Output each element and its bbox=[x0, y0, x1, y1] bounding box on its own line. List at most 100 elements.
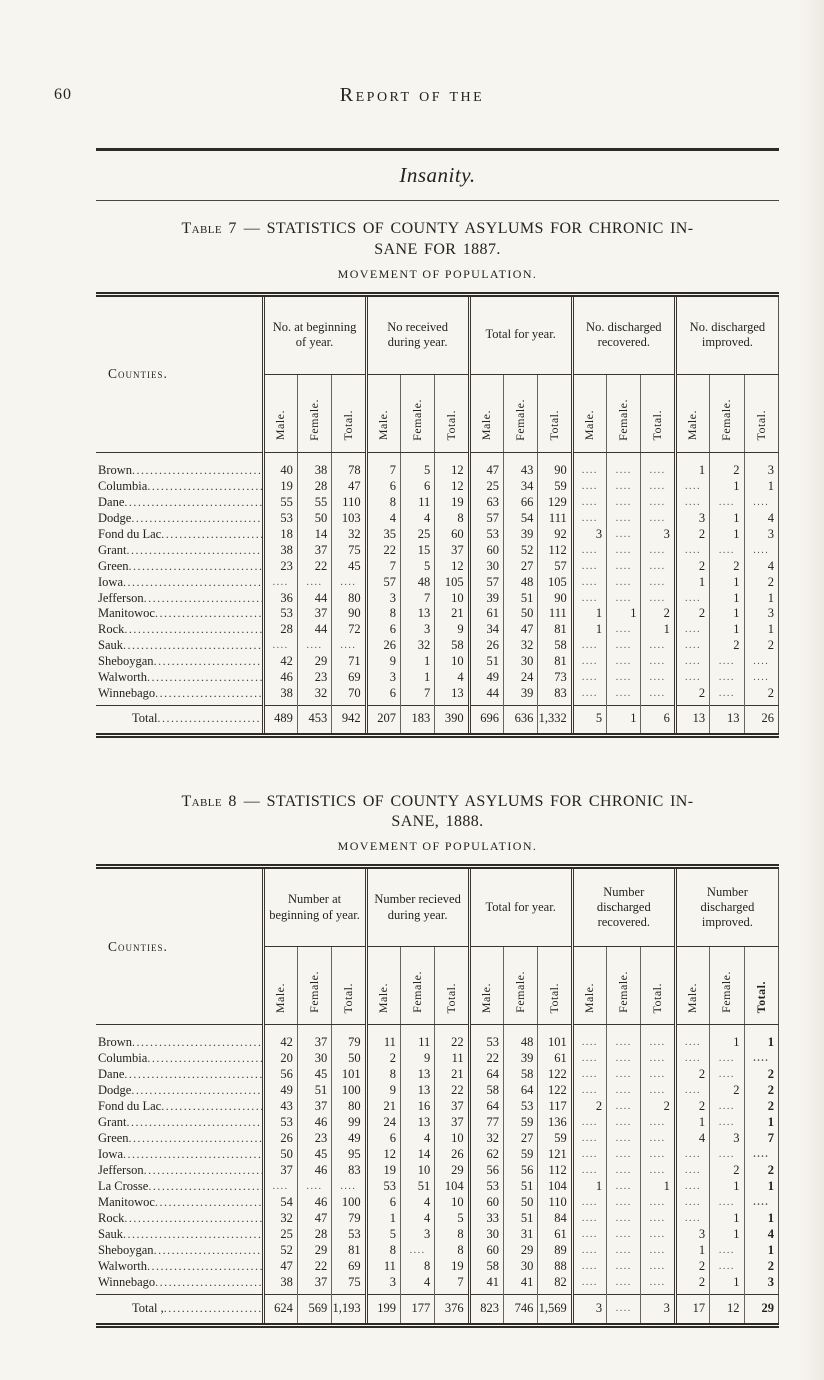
county-name-text: Sheboygan bbox=[98, 1243, 154, 1258]
cell: 19 bbox=[364, 1162, 401, 1179]
cell: 8 bbox=[364, 493, 401, 510]
cell bbox=[606, 1258, 641, 1275]
county-name-text: Fond du Lac bbox=[98, 1099, 162, 1114]
dot-leader bbox=[126, 1115, 263, 1129]
cell: 72 bbox=[331, 620, 367, 637]
cell: 1 bbox=[709, 1024, 745, 1051]
cell: 21 bbox=[434, 605, 470, 621]
cell: 69 bbox=[331, 1258, 367, 1275]
cell: 30 bbox=[503, 1258, 538, 1275]
total-cell: 13 bbox=[673, 704, 710, 736]
cell: 47 bbox=[503, 620, 538, 637]
group-header: No. discharged improved. bbox=[673, 294, 779, 375]
cell bbox=[709, 1050, 745, 1067]
table-row: Dodge53501034485754111314 bbox=[96, 509, 779, 526]
cell: 42 bbox=[261, 652, 298, 669]
county-name: Dodge bbox=[96, 510, 263, 526]
sub-header-female: Female. bbox=[503, 374, 538, 453]
group-header: Total for year. bbox=[467, 294, 573, 375]
cell bbox=[640, 1024, 676, 1051]
dot-leader bbox=[155, 1275, 263, 1289]
total-cell: 390 bbox=[434, 704, 470, 736]
cell bbox=[640, 589, 676, 606]
total-cell: 13 bbox=[709, 704, 745, 736]
cell: 1 bbox=[570, 605, 607, 621]
cell: 32 bbox=[296, 684, 332, 706]
cell: 7 bbox=[399, 589, 435, 606]
cell: 25 bbox=[399, 525, 435, 542]
cell: 1 bbox=[743, 1210, 779, 1227]
group-header: Number discharged improved. bbox=[673, 866, 779, 948]
cell: 51 bbox=[503, 589, 538, 606]
cell bbox=[743, 541, 779, 558]
cell bbox=[606, 1210, 641, 1227]
cell: 3 bbox=[364, 668, 401, 685]
sub-header-male: Male. bbox=[364, 946, 401, 1026]
cell: 8 bbox=[399, 1258, 435, 1275]
dot-leader bbox=[155, 1195, 263, 1209]
cell: 46 bbox=[296, 1114, 332, 1131]
dot-leader bbox=[154, 654, 263, 668]
sub-header-label: Female. bbox=[410, 398, 425, 441]
cell: 46 bbox=[296, 1162, 332, 1179]
table7-subtitle: MOVEMENT OF POPULATION. bbox=[337, 266, 538, 281]
dot-leader bbox=[123, 575, 263, 589]
cell: 53 bbox=[467, 525, 504, 542]
cell bbox=[743, 652, 779, 669]
cell: 28 bbox=[296, 1226, 332, 1243]
dot-leader bbox=[132, 463, 263, 477]
cell: 3 bbox=[743, 605, 779, 621]
cell: 2 bbox=[570, 1098, 607, 1115]
sub-header-label: Male. bbox=[479, 410, 494, 441]
county-name: Walworth bbox=[96, 669, 263, 685]
cell bbox=[606, 525, 641, 542]
cell: 23 bbox=[296, 668, 332, 685]
cell: 58 bbox=[503, 1066, 538, 1083]
horizontal-rule-thin bbox=[96, 200, 779, 201]
cell: 64 bbox=[467, 1066, 504, 1083]
cell: 2 bbox=[743, 1066, 779, 1083]
sub-header-label: Total. bbox=[443, 410, 458, 441]
cell: 3 bbox=[743, 525, 779, 542]
county-name-text: Columbia bbox=[98, 478, 148, 493]
cell: 32 bbox=[331, 525, 367, 542]
cell: 11 bbox=[434, 1050, 470, 1067]
group-header: No. at beginning of year. bbox=[261, 294, 367, 375]
cell: 13 bbox=[399, 605, 435, 621]
cell: 54 bbox=[503, 509, 538, 526]
cell bbox=[709, 652, 745, 669]
total-cell: 624 bbox=[261, 1294, 298, 1326]
cell bbox=[673, 1162, 710, 1179]
total-label-text: Total bbox=[132, 710, 158, 725]
cell: 1 bbox=[709, 589, 745, 606]
total-cell: 6 bbox=[640, 704, 676, 736]
cell: 1 bbox=[399, 652, 435, 669]
cell: 3 bbox=[673, 509, 710, 526]
cell bbox=[606, 493, 641, 510]
table-row: Iowa57481055748105112 bbox=[96, 573, 779, 590]
sub-header-total: Total. bbox=[434, 946, 470, 1026]
county-name-text: Sheboygan bbox=[98, 653, 154, 668]
cell bbox=[743, 1146, 779, 1163]
dot-leader bbox=[154, 1243, 263, 1257]
cell: 83 bbox=[537, 684, 573, 706]
sub-header-total: Total. bbox=[743, 374, 779, 453]
cell: 32 bbox=[503, 636, 538, 653]
cell: 77 bbox=[467, 1114, 504, 1131]
cell bbox=[606, 589, 641, 606]
cell: 69 bbox=[331, 668, 367, 685]
cell bbox=[606, 1274, 641, 1295]
cell bbox=[709, 1114, 745, 1131]
dot-leader bbox=[124, 1211, 263, 1225]
cell bbox=[261, 573, 298, 590]
cell: 13 bbox=[399, 1082, 435, 1099]
sub-header-total: Total. bbox=[640, 374, 676, 453]
cell bbox=[606, 573, 641, 590]
cell bbox=[640, 452, 676, 478]
cell: 12 bbox=[364, 1146, 401, 1163]
county-name: Rock bbox=[96, 621, 263, 637]
cell: 52 bbox=[503, 541, 538, 558]
